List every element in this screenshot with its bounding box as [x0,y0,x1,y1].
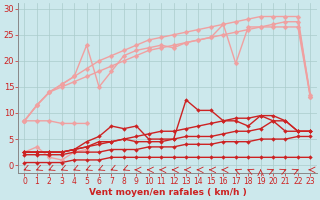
X-axis label: Vent moyen/en rafales ( km/h ): Vent moyen/en rafales ( km/h ) [89,188,246,197]
